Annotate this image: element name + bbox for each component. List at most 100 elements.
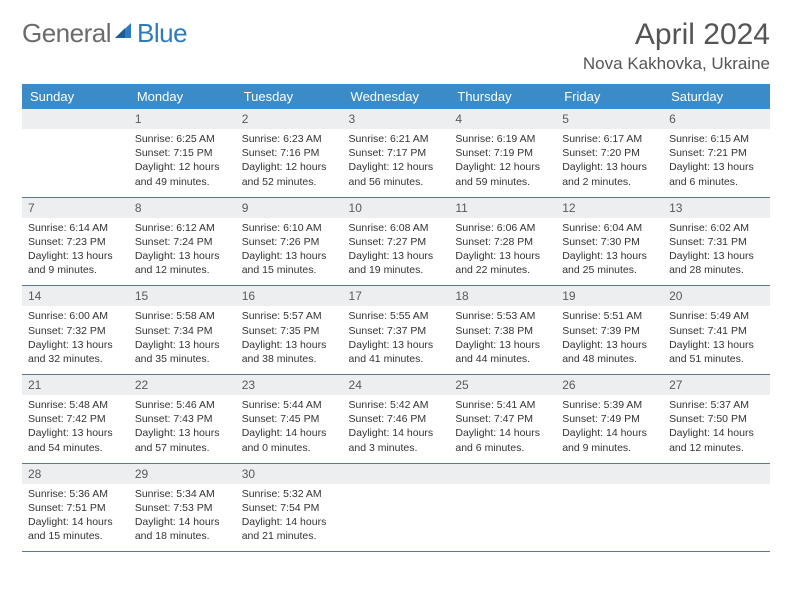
calendar-cell: 11Sunrise: 6:06 AMSunset: 7:28 PMDayligh… [449,197,556,286]
day-info: Sunrise: 5:58 AMSunset: 7:34 PMDaylight:… [129,306,236,374]
day-info: Sunrise: 5:41 AMSunset: 7:47 PMDaylight:… [449,395,556,463]
day-number: 26 [556,375,663,395]
day-number: 16 [236,286,343,306]
weekday-header: Monday [129,84,236,109]
weekday-header: Thursday [449,84,556,109]
calendar-week-row: 28Sunrise: 5:36 AMSunset: 7:51 PMDayligh… [22,463,770,552]
day-info: Sunrise: 6:25 AMSunset: 7:15 PMDaylight:… [129,129,236,197]
day-info: Sunrise: 6:10 AMSunset: 7:26 PMDaylight:… [236,218,343,286]
calendar-cell: 17Sunrise: 5:55 AMSunset: 7:37 PMDayligh… [343,286,450,375]
day-number: 29 [129,464,236,484]
day-number: 18 [449,286,556,306]
day-info: Sunrise: 6:17 AMSunset: 7:20 PMDaylight:… [556,129,663,197]
calendar-cell: 12Sunrise: 6:04 AMSunset: 7:30 PMDayligh… [556,197,663,286]
logo-sail-icon [113,20,135,47]
day-info: Sunrise: 5:55 AMSunset: 7:37 PMDaylight:… [343,306,450,374]
day-info: Sunrise: 6:21 AMSunset: 7:17 PMDaylight:… [343,129,450,197]
calendar-cell: 6Sunrise: 6:15 AMSunset: 7:21 PMDaylight… [663,109,770,197]
day-number [556,464,663,484]
day-info: Sunrise: 5:49 AMSunset: 7:41 PMDaylight:… [663,306,770,374]
calendar-cell: 1Sunrise: 6:25 AMSunset: 7:15 PMDaylight… [129,109,236,197]
calendar-cell: 28Sunrise: 5:36 AMSunset: 7:51 PMDayligh… [22,463,129,552]
day-info: Sunrise: 5:36 AMSunset: 7:51 PMDaylight:… [22,484,129,552]
day-info [343,484,450,546]
calendar-cell: 15Sunrise: 5:58 AMSunset: 7:34 PMDayligh… [129,286,236,375]
day-info: Sunrise: 6:06 AMSunset: 7:28 PMDaylight:… [449,218,556,286]
calendar-cell [449,463,556,552]
calendar-cell: 24Sunrise: 5:42 AMSunset: 7:46 PMDayligh… [343,375,450,464]
calendar-cell: 20Sunrise: 5:49 AMSunset: 7:41 PMDayligh… [663,286,770,375]
weekday-header: Friday [556,84,663,109]
day-info: Sunrise: 6:12 AMSunset: 7:24 PMDaylight:… [129,218,236,286]
calendar-cell: 23Sunrise: 5:44 AMSunset: 7:45 PMDayligh… [236,375,343,464]
day-number: 8 [129,198,236,218]
day-info [449,484,556,546]
day-number [22,109,129,129]
calendar-cell: 16Sunrise: 5:57 AMSunset: 7:35 PMDayligh… [236,286,343,375]
day-number: 28 [22,464,129,484]
day-number: 6 [663,109,770,129]
day-info [663,484,770,546]
calendar-cell: 3Sunrise: 6:21 AMSunset: 7:17 PMDaylight… [343,109,450,197]
day-number [343,464,450,484]
day-info: Sunrise: 5:46 AMSunset: 7:43 PMDaylight:… [129,395,236,463]
day-number: 11 [449,198,556,218]
day-info: Sunrise: 6:04 AMSunset: 7:30 PMDaylight:… [556,218,663,286]
location: Nova Kakhovka, Ukraine [583,54,770,74]
calendar-cell: 30Sunrise: 5:32 AMSunset: 7:54 PMDayligh… [236,463,343,552]
day-info [556,484,663,546]
weekday-header-row: SundayMondayTuesdayWednesdayThursdayFrid… [22,84,770,109]
calendar-body: 1Sunrise: 6:25 AMSunset: 7:15 PMDaylight… [22,109,770,552]
day-info: Sunrise: 5:53 AMSunset: 7:38 PMDaylight:… [449,306,556,374]
day-info: Sunrise: 6:02 AMSunset: 7:31 PMDaylight:… [663,218,770,286]
day-info: Sunrise: 5:57 AMSunset: 7:35 PMDaylight:… [236,306,343,374]
day-number: 14 [22,286,129,306]
calendar-cell [556,463,663,552]
title-block: April 2024 Nova Kakhovka, Ukraine [583,18,770,74]
calendar-cell: 19Sunrise: 5:51 AMSunset: 7:39 PMDayligh… [556,286,663,375]
day-info: Sunrise: 5:48 AMSunset: 7:42 PMDaylight:… [22,395,129,463]
calendar-cell: 14Sunrise: 6:00 AMSunset: 7:32 PMDayligh… [22,286,129,375]
day-number: 1 [129,109,236,129]
day-number: 3 [343,109,450,129]
calendar-cell: 27Sunrise: 5:37 AMSunset: 7:50 PMDayligh… [663,375,770,464]
day-number: 30 [236,464,343,484]
day-number: 9 [236,198,343,218]
day-info: Sunrise: 5:39 AMSunset: 7:49 PMDaylight:… [556,395,663,463]
calendar-cell: 5Sunrise: 6:17 AMSunset: 7:20 PMDaylight… [556,109,663,197]
calendar-cell: 8Sunrise: 6:12 AMSunset: 7:24 PMDaylight… [129,197,236,286]
day-number: 25 [449,375,556,395]
day-number: 23 [236,375,343,395]
day-info: Sunrise: 6:00 AMSunset: 7:32 PMDaylight:… [22,306,129,374]
day-number: 17 [343,286,450,306]
weekday-header: Saturday [663,84,770,109]
calendar-cell: 21Sunrise: 5:48 AMSunset: 7:42 PMDayligh… [22,375,129,464]
day-info: Sunrise: 5:42 AMSunset: 7:46 PMDaylight:… [343,395,450,463]
calendar-week-row: 21Sunrise: 5:48 AMSunset: 7:42 PMDayligh… [22,375,770,464]
day-number: 27 [663,375,770,395]
weekday-header: Sunday [22,84,129,109]
calendar-table: SundayMondayTuesdayWednesdayThursdayFrid… [22,84,770,552]
day-number: 20 [663,286,770,306]
calendar-cell: 18Sunrise: 5:53 AMSunset: 7:38 PMDayligh… [449,286,556,375]
weekday-header: Wednesday [343,84,450,109]
day-number: 4 [449,109,556,129]
calendar-week-row: 1Sunrise: 6:25 AMSunset: 7:15 PMDaylight… [22,109,770,197]
calendar-cell: 29Sunrise: 5:34 AMSunset: 7:53 PMDayligh… [129,463,236,552]
calendar-week-row: 7Sunrise: 6:14 AMSunset: 7:23 PMDaylight… [22,197,770,286]
logo: General Blue [22,18,187,49]
day-number: 21 [22,375,129,395]
calendar-cell: 4Sunrise: 6:19 AMSunset: 7:19 PMDaylight… [449,109,556,197]
calendar-cell: 25Sunrise: 5:41 AMSunset: 7:47 PMDayligh… [449,375,556,464]
day-number [663,464,770,484]
day-info: Sunrise: 5:44 AMSunset: 7:45 PMDaylight:… [236,395,343,463]
day-info: Sunrise: 6:08 AMSunset: 7:27 PMDaylight:… [343,218,450,286]
header: General Blue April 2024 Nova Kakhovka, U… [22,18,770,74]
month-title: April 2024 [583,18,770,52]
calendar-cell [343,463,450,552]
day-info: Sunrise: 6:23 AMSunset: 7:16 PMDaylight:… [236,129,343,197]
calendar-cell [663,463,770,552]
day-number: 13 [663,198,770,218]
day-number: 24 [343,375,450,395]
day-info: Sunrise: 6:19 AMSunset: 7:19 PMDaylight:… [449,129,556,197]
